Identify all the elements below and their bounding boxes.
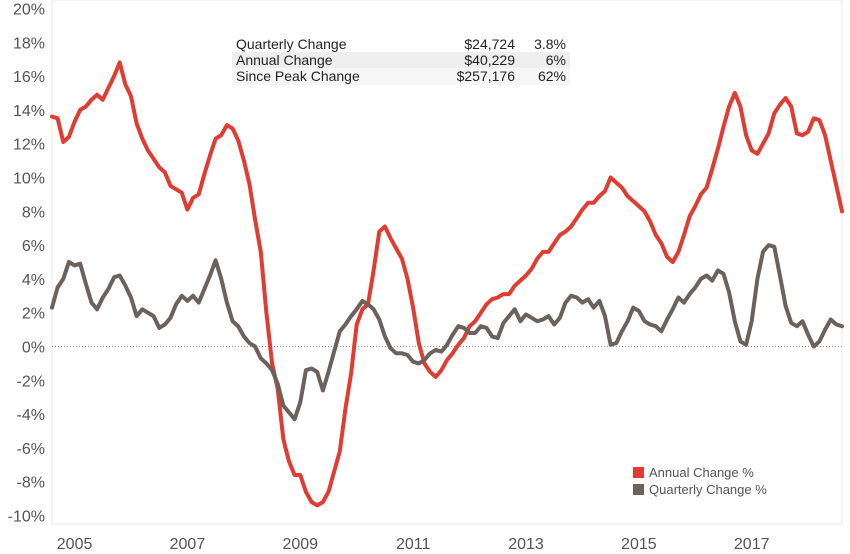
y-tick-label: -8% bbox=[17, 475, 45, 492]
y-tick-label: 20% bbox=[13, 1, 45, 18]
summary-row-bg bbox=[232, 68, 570, 85]
legend-swatch-quarterly bbox=[633, 484, 644, 495]
legend-label-quarterly: Quarterly Change % bbox=[649, 482, 767, 497]
y-tick-label: 4% bbox=[22, 272, 45, 289]
x-tick-label: 2013 bbox=[508, 536, 544, 553]
y-tick-label: -6% bbox=[17, 441, 45, 458]
summary-pct-since-peak: 62% bbox=[538, 68, 566, 84]
y-tick-label: 12% bbox=[13, 137, 45, 154]
y-tick-label: -4% bbox=[17, 407, 45, 424]
summary-value-annual: $40,229 bbox=[464, 52, 515, 68]
y-tick-label: 10% bbox=[13, 170, 45, 187]
legend-label-annual: Annual Change % bbox=[649, 465, 754, 480]
x-tick-label: 2005 bbox=[57, 536, 93, 553]
y-tick-label: 2% bbox=[22, 306, 45, 323]
legend: Annual Change % Quarterly Change % bbox=[633, 465, 767, 497]
y-tick-label: 8% bbox=[22, 204, 45, 221]
summary-value-quarterly: $24,724 bbox=[464, 36, 515, 52]
y-axis: -10% -8% -6% -4% -2% 0% 2% 4% 6% 8% 10% 12% 14% 16% 18… bbox=[8, 1, 45, 525]
summary-row-bg bbox=[232, 52, 570, 69]
summary-table: Quarterly Change $24,724 3.8% Annual Cha… bbox=[232, 36, 570, 85]
x-axis: 2005 2007 2009 2011 2013 2015 2017 bbox=[57, 536, 770, 553]
legend-swatch-annual bbox=[633, 467, 644, 478]
y-tick-label: 6% bbox=[22, 238, 45, 255]
plot-area bbox=[51, 0, 843, 525]
summary-label-annual: Annual Change bbox=[236, 52, 333, 68]
x-tick-label: 2007 bbox=[170, 536, 206, 553]
summary-pct-annual: 6% bbox=[546, 52, 566, 68]
summary-label-quarterly: Quarterly Change bbox=[236, 36, 347, 52]
x-tick-label: 2011 bbox=[396, 536, 431, 553]
series-line-annual-change bbox=[50, 60, 844, 508]
series-line-quarterly-change bbox=[50, 243, 844, 422]
summary-label-since-peak: Since Peak Change bbox=[236, 68, 360, 84]
y-tick-label: 14% bbox=[13, 103, 45, 120]
series-layer bbox=[50, 60, 844, 508]
summary-pct-quarterly: 3.8% bbox=[534, 36, 566, 52]
y-tick-label: 18% bbox=[13, 35, 45, 52]
y-tick-label: 0% bbox=[22, 340, 45, 357]
y-tick-label: -2% bbox=[17, 373, 45, 390]
x-tick-label: 2009 bbox=[282, 536, 318, 553]
y-tick-label: 16% bbox=[13, 69, 45, 86]
y-tick-label: -10% bbox=[8, 509, 45, 526]
summary-value-since-peak: $257,176 bbox=[457, 68, 516, 84]
x-tick-label: 2015 bbox=[621, 536, 657, 553]
x-tick-label: 2017 bbox=[734, 536, 770, 553]
